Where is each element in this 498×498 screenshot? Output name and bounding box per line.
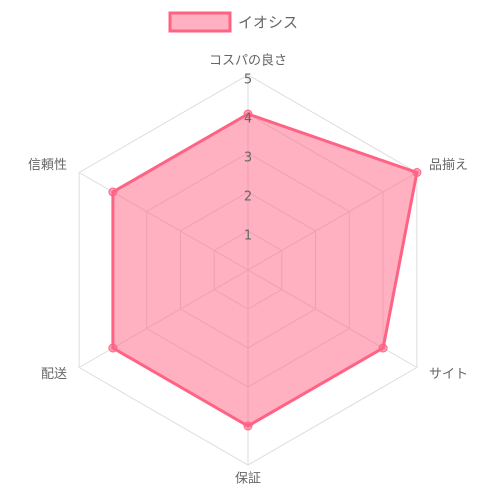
r-tick-label: 2 bbox=[244, 190, 252, 205]
category-label: 配送 bbox=[41, 367, 67, 382]
legend-label: イオシス bbox=[238, 14, 298, 32]
category-label: 品揃え bbox=[429, 157, 468, 173]
data-point bbox=[243, 109, 253, 119]
category-label: 信頼性 bbox=[28, 158, 67, 173]
data-point bbox=[108, 343, 118, 353]
r-tick-label: 1 bbox=[244, 229, 252, 244]
r-tick-label: 5 bbox=[244, 73, 252, 88]
data-point bbox=[108, 187, 118, 197]
r-tick-label: 4 bbox=[244, 112, 252, 127]
r-tick-label: 3 bbox=[244, 151, 252, 166]
data-point bbox=[243, 421, 253, 431]
category-label: コスパの良さ bbox=[209, 53, 287, 69]
category-label: 保証 bbox=[235, 472, 261, 487]
legend-swatch bbox=[168, 11, 232, 33]
data-point bbox=[378, 343, 388, 353]
category-label: サイト bbox=[429, 367, 468, 382]
series-area bbox=[111, 112, 419, 428]
data-point bbox=[412, 168, 422, 177]
